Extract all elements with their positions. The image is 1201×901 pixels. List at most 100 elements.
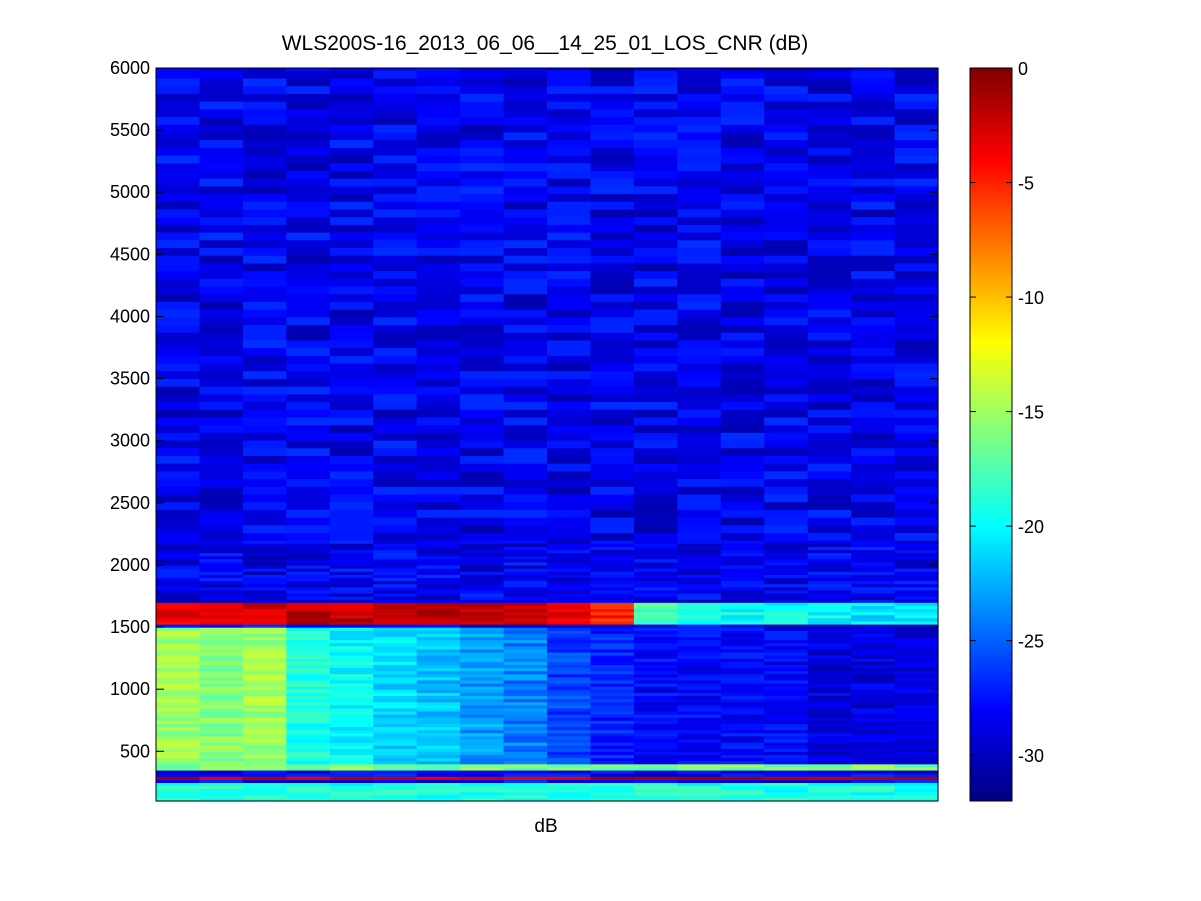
heatmap-cell (242, 509, 287, 518)
heatmap-cell (894, 293, 939, 302)
heatmap-cell (503, 416, 548, 426)
heatmap-cell (156, 717, 201, 721)
heatmap-cell (590, 642, 635, 647)
heatmap-cell (242, 586, 287, 591)
heatmap-cell (677, 645, 722, 650)
heatmap-cell (416, 580, 461, 585)
heatmap-cell (547, 655, 592, 659)
heatmap-cell (329, 723, 374, 728)
heatmap-cell (894, 316, 939, 326)
heatmap-cell (503, 455, 548, 464)
heatmap-cell (807, 667, 852, 672)
heatmap-cell (677, 532, 722, 541)
heatmap-cell (807, 546, 852, 551)
heatmap-cell (894, 667, 939, 672)
heatmap-cell (373, 139, 418, 148)
heatmap-cell (286, 332, 331, 341)
heatmap-cell (373, 147, 418, 156)
heatmap-cell (633, 231, 678, 241)
heatmap-cell (503, 636, 548, 641)
heatmap-cell (286, 262, 331, 272)
heatmap-cell (329, 648, 374, 653)
heatmap-cell (460, 154, 505, 164)
heatmap-cell (764, 751, 809, 756)
heatmap-cell (373, 546, 418, 551)
heatmap-cell (242, 577, 287, 582)
heatmap-cell (373, 193, 418, 202)
heatmap-cell (286, 636, 331, 641)
heatmap-cell (590, 580, 635, 585)
heatmap-cell (633, 741, 678, 746)
heatmap-cell (373, 116, 418, 125)
heatmap-cell (416, 605, 461, 610)
heatmap-cell (633, 704, 678, 709)
heatmap-cell (286, 270, 331, 279)
heatmap-cell (503, 797, 548, 802)
heatmap-cell (286, 278, 331, 287)
heatmap-cell (720, 695, 765, 700)
heatmap-cell (590, 586, 635, 591)
heatmap-cell (807, 648, 852, 653)
heatmap-cell (720, 704, 765, 709)
heatmap-cell (156, 630, 201, 634)
heatmap-cell (156, 77, 201, 87)
heatmap-cell (460, 580, 505, 585)
heatmap-cell (416, 516, 461, 526)
heatmap-cell (373, 589, 418, 594)
heatmap-cell (242, 247, 287, 256)
heatmap-cell (894, 247, 939, 256)
heatmap-cell (199, 224, 244, 233)
heatmap-cell (547, 667, 592, 672)
heatmap-cell (416, 409, 461, 418)
heatmap-cell (764, 714, 809, 718)
heatmap-cell (633, 316, 678, 326)
heatmap-cell (416, 370, 461, 379)
heatmap-cell (156, 309, 201, 318)
heatmap-cell (764, 586, 809, 591)
heatmap-cell (329, 486, 374, 495)
heatmap-cell (199, 580, 244, 585)
heatmap-cell (894, 108, 939, 118)
heatmap-cell (807, 116, 852, 125)
heatmap-cell (677, 580, 722, 585)
heatmap-cell (460, 546, 505, 551)
heatmap-cell (677, 68, 722, 71)
heatmap-cell (373, 278, 418, 287)
heatmap-cell (242, 723, 287, 728)
heatmap-cell (677, 701, 722, 706)
heatmap-cell (807, 580, 852, 585)
heatmap-cell (242, 726, 287, 731)
heatmap-cell (894, 370, 939, 379)
heatmap-cell (460, 309, 505, 318)
heatmap-cell (286, 602, 331, 606)
heatmap-cell (720, 766, 765, 771)
heatmap-cell (851, 224, 896, 233)
heatmap-cell (416, 695, 461, 700)
heatmap-cell (416, 769, 461, 774)
heatmap-cell (894, 670, 939, 675)
heatmap-cell (633, 116, 678, 125)
heatmap-cell (373, 763, 418, 768)
heatmap-cell (329, 738, 374, 743)
y-tick-label: 5500 (110, 120, 150, 140)
heatmap-cell (373, 432, 418, 441)
heatmap-cell (329, 589, 374, 594)
heatmap-cell (199, 574, 244, 578)
heatmap-cell (329, 710, 374, 715)
heatmap-cell (242, 630, 287, 634)
heatmap-cell (677, 224, 722, 233)
heatmap-cell (156, 611, 201, 616)
heatmap-cell (156, 596, 201, 600)
heatmap-cell (156, 720, 201, 724)
heatmap-cell (286, 670, 331, 675)
heatmap-cell (851, 139, 896, 148)
heatmap-cell (851, 77, 896, 87)
heatmap-cell (416, 661, 461, 665)
heatmap-cell (329, 478, 374, 487)
heatmap-cell (851, 754, 896, 759)
heatmap-cell (720, 543, 765, 547)
heatmap-cell (156, 741, 201, 746)
heatmap-cell (547, 779, 592, 783)
heatmap-cell (199, 555, 244, 560)
heatmap-cell (807, 564, 852, 569)
